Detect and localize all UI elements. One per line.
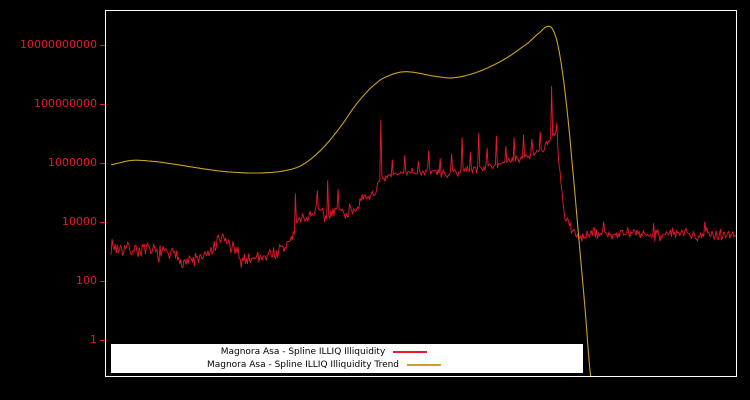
y-tick-label: 100000000 [34, 96, 97, 110]
y-tick-label: 10000 [62, 215, 97, 228]
legend-line-sample-red [393, 351, 428, 353]
legend-label: Magnora Asa - Spline ILLIQ Illiquidity T… [206, 359, 400, 370]
legend-line-sample-gold [407, 364, 442, 366]
y-tick-label: 10000000000 [20, 37, 97, 51]
y-tick-mark [100, 103, 105, 105]
y-tick-label: 1000000 [48, 155, 97, 169]
y-tick-mark [100, 162, 105, 164]
series-line-illiquidity [110, 85, 736, 269]
y-tick-label: 1 [90, 333, 97, 346]
y-axis: 1 100 10000 1000000 100000000 10000000000 [0, 10, 105, 375]
y-tick-mark [100, 44, 105, 46]
legend-label: Magnora Asa - Spline ILLIQ Illiquidity [220, 346, 386, 357]
y-tick-mark [100, 222, 105, 223]
y-tick-mark [100, 340, 105, 341]
y-tick-mark [100, 281, 105, 282]
plot-canvas [110, 25, 736, 376]
y-tick-label: 100 [76, 274, 97, 287]
legend: Magnora Asa - Spline ILLIQ Illiquidity M… [111, 344, 583, 373]
legend-item-illiquidity: Magnora Asa - Spline ILLIQ Illiquidity [111, 346, 583, 359]
plot-area: Magnora Asa - Spline ILLIQ Illiquidity M… [105, 10, 737, 377]
legend-item-illiquidity-trend: Magnora Asa - Spline ILLIQ Illiquidity T… [111, 359, 583, 372]
series-line-illiquidity-trend [110, 25, 592, 376]
